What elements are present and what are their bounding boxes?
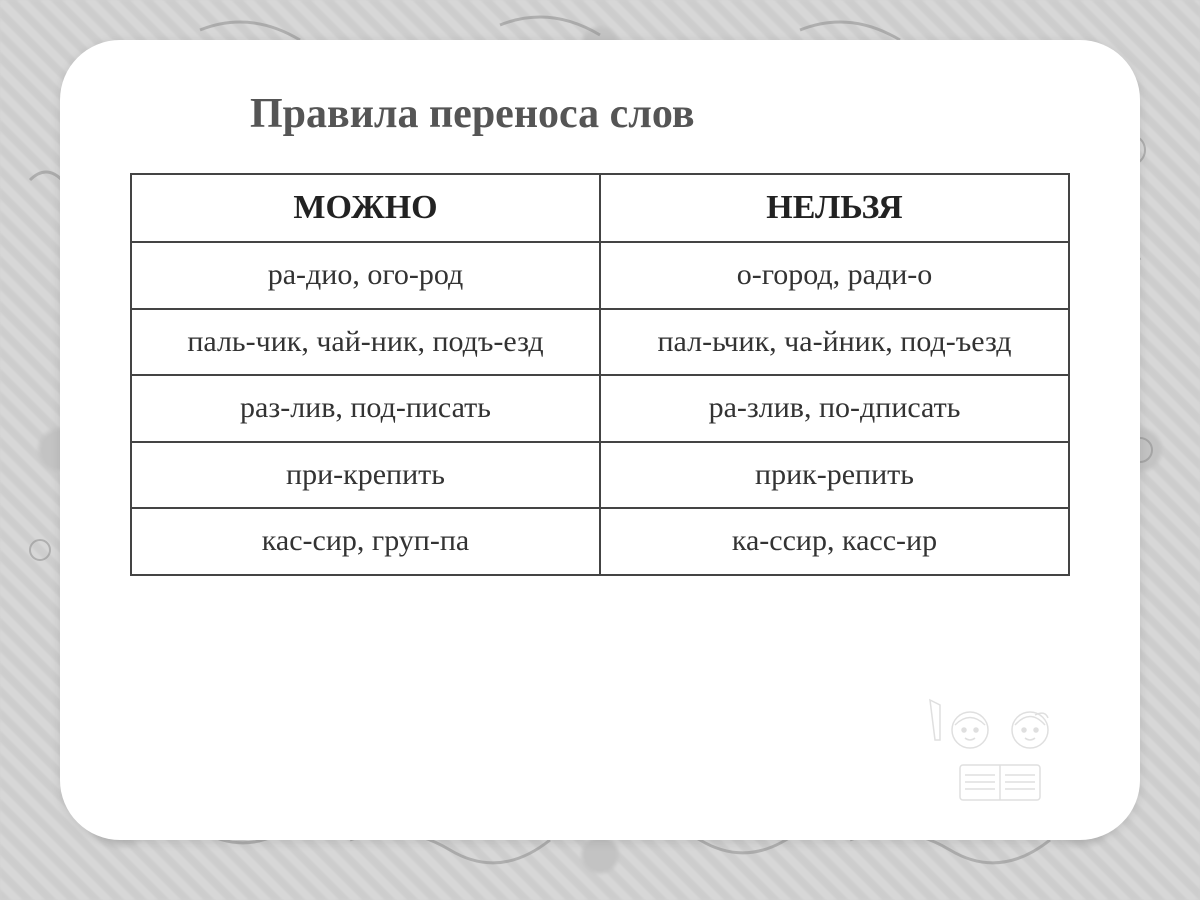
rules-table: МОЖНО НЕЛЬЗЯ ра-дио, ого-род о-город, ра… bbox=[130, 173, 1070, 576]
table-cell: ка-ссир, касс-ир bbox=[600, 508, 1069, 575]
table-cell: прик-репить bbox=[600, 442, 1069, 509]
table-row: кас-сир, груп-па ка-ссир, касс-ир bbox=[131, 508, 1069, 575]
table-cell: кас-сир, груп-па bbox=[131, 508, 600, 575]
table-cell: пал-ьчик, ча-йник, под-ъезд bbox=[600, 309, 1069, 376]
table-cell: ра-злив, по-дписать bbox=[600, 375, 1069, 442]
table-cell: о-город, ради-о bbox=[600, 242, 1069, 309]
children-illustration-icon bbox=[910, 690, 1090, 810]
column-header-forbidden: НЕЛЬЗЯ bbox=[600, 174, 1069, 242]
table-cell: раз-лив, под-писать bbox=[131, 375, 600, 442]
table-cell: при-крепить bbox=[131, 442, 600, 509]
column-header-allowed: МОЖНО bbox=[131, 174, 600, 242]
table-row: при-крепить прик-репить bbox=[131, 442, 1069, 509]
content-card: Правила переноса слов МОЖНО НЕЛЬЗЯ ра-ди… bbox=[60, 40, 1140, 840]
table-cell: ра-дио, ого-род bbox=[131, 242, 600, 309]
table-row: раз-лив, под-писать ра-злив, по-дписать bbox=[131, 375, 1069, 442]
table-row: паль-чик, чай-ник, подъ-езд пал-ьчик, ча… bbox=[131, 309, 1069, 376]
table-header-row: МОЖНО НЕЛЬЗЯ bbox=[131, 174, 1069, 242]
table-row: ра-дио, ого-род о-город, ради-о bbox=[131, 242, 1069, 309]
page-title: Правила переноса слов bbox=[250, 90, 1070, 138]
table-cell: паль-чик, чай-ник, подъ-езд bbox=[131, 309, 600, 376]
